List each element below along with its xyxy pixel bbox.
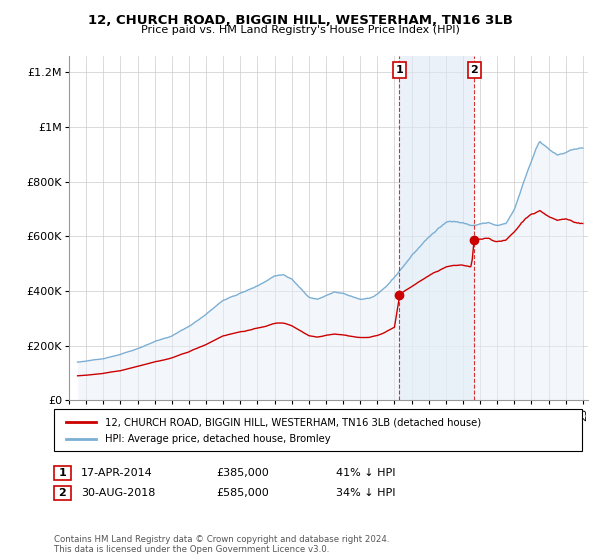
Bar — [400, 56, 474, 400]
Text: 34% ↓ HPI: 34% ↓ HPI — [336, 488, 395, 498]
Text: 1: 1 — [395, 65, 403, 75]
Text: HPI: Average price, detached house, Bromley: HPI: Average price, detached house, Brom… — [105, 434, 331, 444]
Text: 2: 2 — [59, 488, 66, 498]
Text: 2: 2 — [470, 65, 478, 75]
Text: £585,000: £585,000 — [216, 488, 269, 498]
Text: 12, CHURCH ROAD, BIGGIN HILL, WESTERHAM, TN16 3LB (detached house): 12, CHURCH ROAD, BIGGIN HILL, WESTERHAM,… — [105, 417, 481, 427]
Text: £385,000: £385,000 — [216, 468, 269, 478]
Text: 41% ↓ HPI: 41% ↓ HPI — [336, 468, 395, 478]
Text: Price paid vs. HM Land Registry's House Price Index (HPI): Price paid vs. HM Land Registry's House … — [140, 25, 460, 35]
Text: 30-AUG-2018: 30-AUG-2018 — [81, 488, 155, 498]
Text: 12, CHURCH ROAD, BIGGIN HILL, WESTERHAM, TN16 3LB: 12, CHURCH ROAD, BIGGIN HILL, WESTERHAM,… — [88, 14, 512, 27]
Text: 1: 1 — [59, 468, 66, 478]
Text: Contains HM Land Registry data © Crown copyright and database right 2024.
This d: Contains HM Land Registry data © Crown c… — [54, 535, 389, 554]
Text: 17-APR-2014: 17-APR-2014 — [81, 468, 153, 478]
